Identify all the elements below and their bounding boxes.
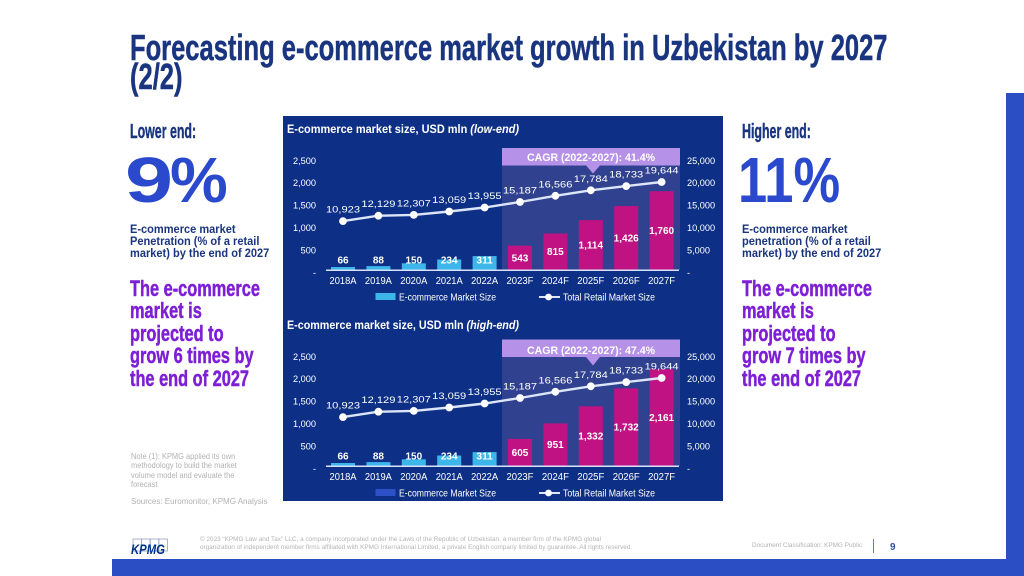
svg-text:2021A: 2021A bbox=[436, 472, 463, 483]
svg-text:13,955: 13,955 bbox=[468, 191, 502, 202]
svg-text:2018A: 2018A bbox=[330, 472, 357, 483]
svg-text:12,129: 12,129 bbox=[361, 199, 395, 210]
svg-text:2019A: 2019A bbox=[365, 472, 392, 483]
svg-text:19,644: 19,644 bbox=[645, 362, 680, 373]
svg-text:13,059: 13,059 bbox=[432, 391, 466, 402]
svg-text:2025F: 2025F bbox=[577, 276, 604, 287]
svg-text:311: 311 bbox=[477, 256, 494, 267]
svg-text:25,000: 25,000 bbox=[687, 156, 715, 166]
svg-text:15,187: 15,187 bbox=[503, 186, 537, 197]
svg-text:2020A: 2020A bbox=[400, 472, 427, 483]
svg-text:2,161: 2,161 bbox=[649, 413, 674, 424]
svg-text:13,955: 13,955 bbox=[468, 387, 502, 398]
svg-text:2018A: 2018A bbox=[330, 276, 357, 287]
svg-text:17,784: 17,784 bbox=[574, 370, 609, 381]
svg-text:10,923: 10,923 bbox=[326, 401, 360, 412]
svg-text:2026F: 2026F bbox=[613, 276, 640, 287]
svg-text:2,000: 2,000 bbox=[293, 178, 316, 188]
svg-text:CAGR (2022-2027): 41.4%: CAGR (2022-2027): 41.4% bbox=[527, 152, 655, 164]
svg-text:2027F: 2027F bbox=[648, 276, 675, 287]
svg-text:15,000: 15,000 bbox=[687, 397, 715, 407]
svg-text:15,000: 15,000 bbox=[687, 201, 715, 211]
svg-text:2026F: 2026F bbox=[613, 472, 640, 483]
svg-text:2021A: 2021A bbox=[436, 276, 463, 287]
svg-text:-: - bbox=[687, 268, 690, 278]
svg-text:234: 234 bbox=[441, 256, 458, 267]
svg-text:20,000: 20,000 bbox=[687, 178, 715, 188]
svg-text:1,732: 1,732 bbox=[614, 423, 639, 434]
svg-text:E-commerce Market Size: E-commerce Market Size bbox=[399, 489, 496, 500]
svg-text:12,129: 12,129 bbox=[361, 395, 395, 406]
svg-text:150: 150 bbox=[405, 452, 422, 463]
svg-text:5,000: 5,000 bbox=[687, 441, 710, 451]
svg-text:543: 543 bbox=[512, 253, 529, 264]
svg-text:KPMG: KPMG bbox=[131, 541, 165, 557]
svg-text:2022A: 2022A bbox=[471, 472, 498, 483]
svg-text:2,500: 2,500 bbox=[293, 156, 316, 166]
svg-text:2024F: 2024F bbox=[542, 472, 569, 483]
svg-text:2024F: 2024F bbox=[542, 276, 569, 287]
svg-text:19,644: 19,644 bbox=[645, 166, 680, 177]
svg-text:311: 311 bbox=[477, 452, 494, 463]
svg-text:25,000: 25,000 bbox=[687, 352, 715, 362]
svg-text:2023F: 2023F bbox=[507, 276, 534, 287]
svg-text:2,500: 2,500 bbox=[293, 352, 316, 362]
svg-text:CAGR (2022-2027): 47.4%: CAGR (2022-2027): 47.4% bbox=[527, 345, 655, 357]
svg-text:12,307: 12,307 bbox=[397, 394, 431, 405]
svg-text:10,000: 10,000 bbox=[687, 223, 715, 233]
svg-text:2027F: 2027F bbox=[648, 472, 675, 483]
svg-text:1,500: 1,500 bbox=[293, 397, 316, 407]
svg-text:1,500: 1,500 bbox=[293, 201, 316, 211]
svg-text:2020A: 2020A bbox=[400, 276, 427, 287]
svg-text:18,733: 18,733 bbox=[609, 366, 643, 377]
svg-text:66: 66 bbox=[337, 256, 349, 267]
svg-text:2022A: 2022A bbox=[471, 276, 498, 287]
svg-text:1,332: 1,332 bbox=[578, 432, 603, 443]
svg-text:1,000: 1,000 bbox=[293, 419, 316, 429]
svg-text:2,000: 2,000 bbox=[293, 374, 316, 384]
svg-text:88: 88 bbox=[373, 256, 385, 267]
svg-text:20,000: 20,000 bbox=[687, 374, 715, 384]
svg-text:18,733: 18,733 bbox=[609, 170, 643, 181]
svg-text:16,566: 16,566 bbox=[538, 179, 572, 190]
svg-text:1,000: 1,000 bbox=[293, 223, 316, 233]
svg-text:2019A: 2019A bbox=[365, 276, 392, 287]
svg-text:E-commerce Market Size: E-commerce Market Size bbox=[399, 293, 496, 304]
svg-text:605: 605 bbox=[512, 448, 529, 459]
svg-text:2025F: 2025F bbox=[577, 472, 604, 483]
svg-text:Total Retail Market Size: Total Retail Market Size bbox=[563, 293, 655, 304]
svg-text:500: 500 bbox=[301, 245, 316, 255]
svg-text:12,307: 12,307 bbox=[397, 198, 431, 209]
svg-text:1,114: 1,114 bbox=[579, 241, 604, 252]
svg-text:E-commerce market size, USD ml: E-commerce market size, USD mln (low-end… bbox=[287, 122, 519, 136]
svg-text:17,784: 17,784 bbox=[574, 174, 609, 185]
svg-text:10,923: 10,923 bbox=[326, 205, 360, 216]
svg-text:815: 815 bbox=[547, 247, 564, 258]
svg-text:1,426: 1,426 bbox=[614, 234, 639, 245]
svg-text:13,059: 13,059 bbox=[432, 195, 466, 206]
svg-text:-: - bbox=[313, 464, 316, 474]
svg-text:88: 88 bbox=[373, 452, 385, 463]
svg-text:234: 234 bbox=[441, 452, 458, 463]
svg-text:15,187: 15,187 bbox=[503, 382, 537, 393]
svg-text:1,760: 1,760 bbox=[649, 226, 674, 237]
svg-text:16,566: 16,566 bbox=[538, 375, 572, 386]
svg-text:Total Retail Market Size: Total Retail Market Size bbox=[563, 489, 655, 500]
svg-text:10,000: 10,000 bbox=[687, 419, 715, 429]
svg-text:-: - bbox=[687, 464, 690, 474]
svg-text:500: 500 bbox=[301, 441, 316, 451]
svg-text:E-commerce market size, USD ml: E-commerce market size, USD mln (high-en… bbox=[287, 318, 519, 332]
svg-text:2023F: 2023F bbox=[507, 472, 534, 483]
svg-text:5,000: 5,000 bbox=[687, 245, 710, 255]
svg-text:150: 150 bbox=[405, 256, 422, 267]
svg-text:-: - bbox=[313, 268, 316, 278]
svg-text:951: 951 bbox=[547, 440, 564, 451]
svg-text:66: 66 bbox=[337, 452, 349, 463]
